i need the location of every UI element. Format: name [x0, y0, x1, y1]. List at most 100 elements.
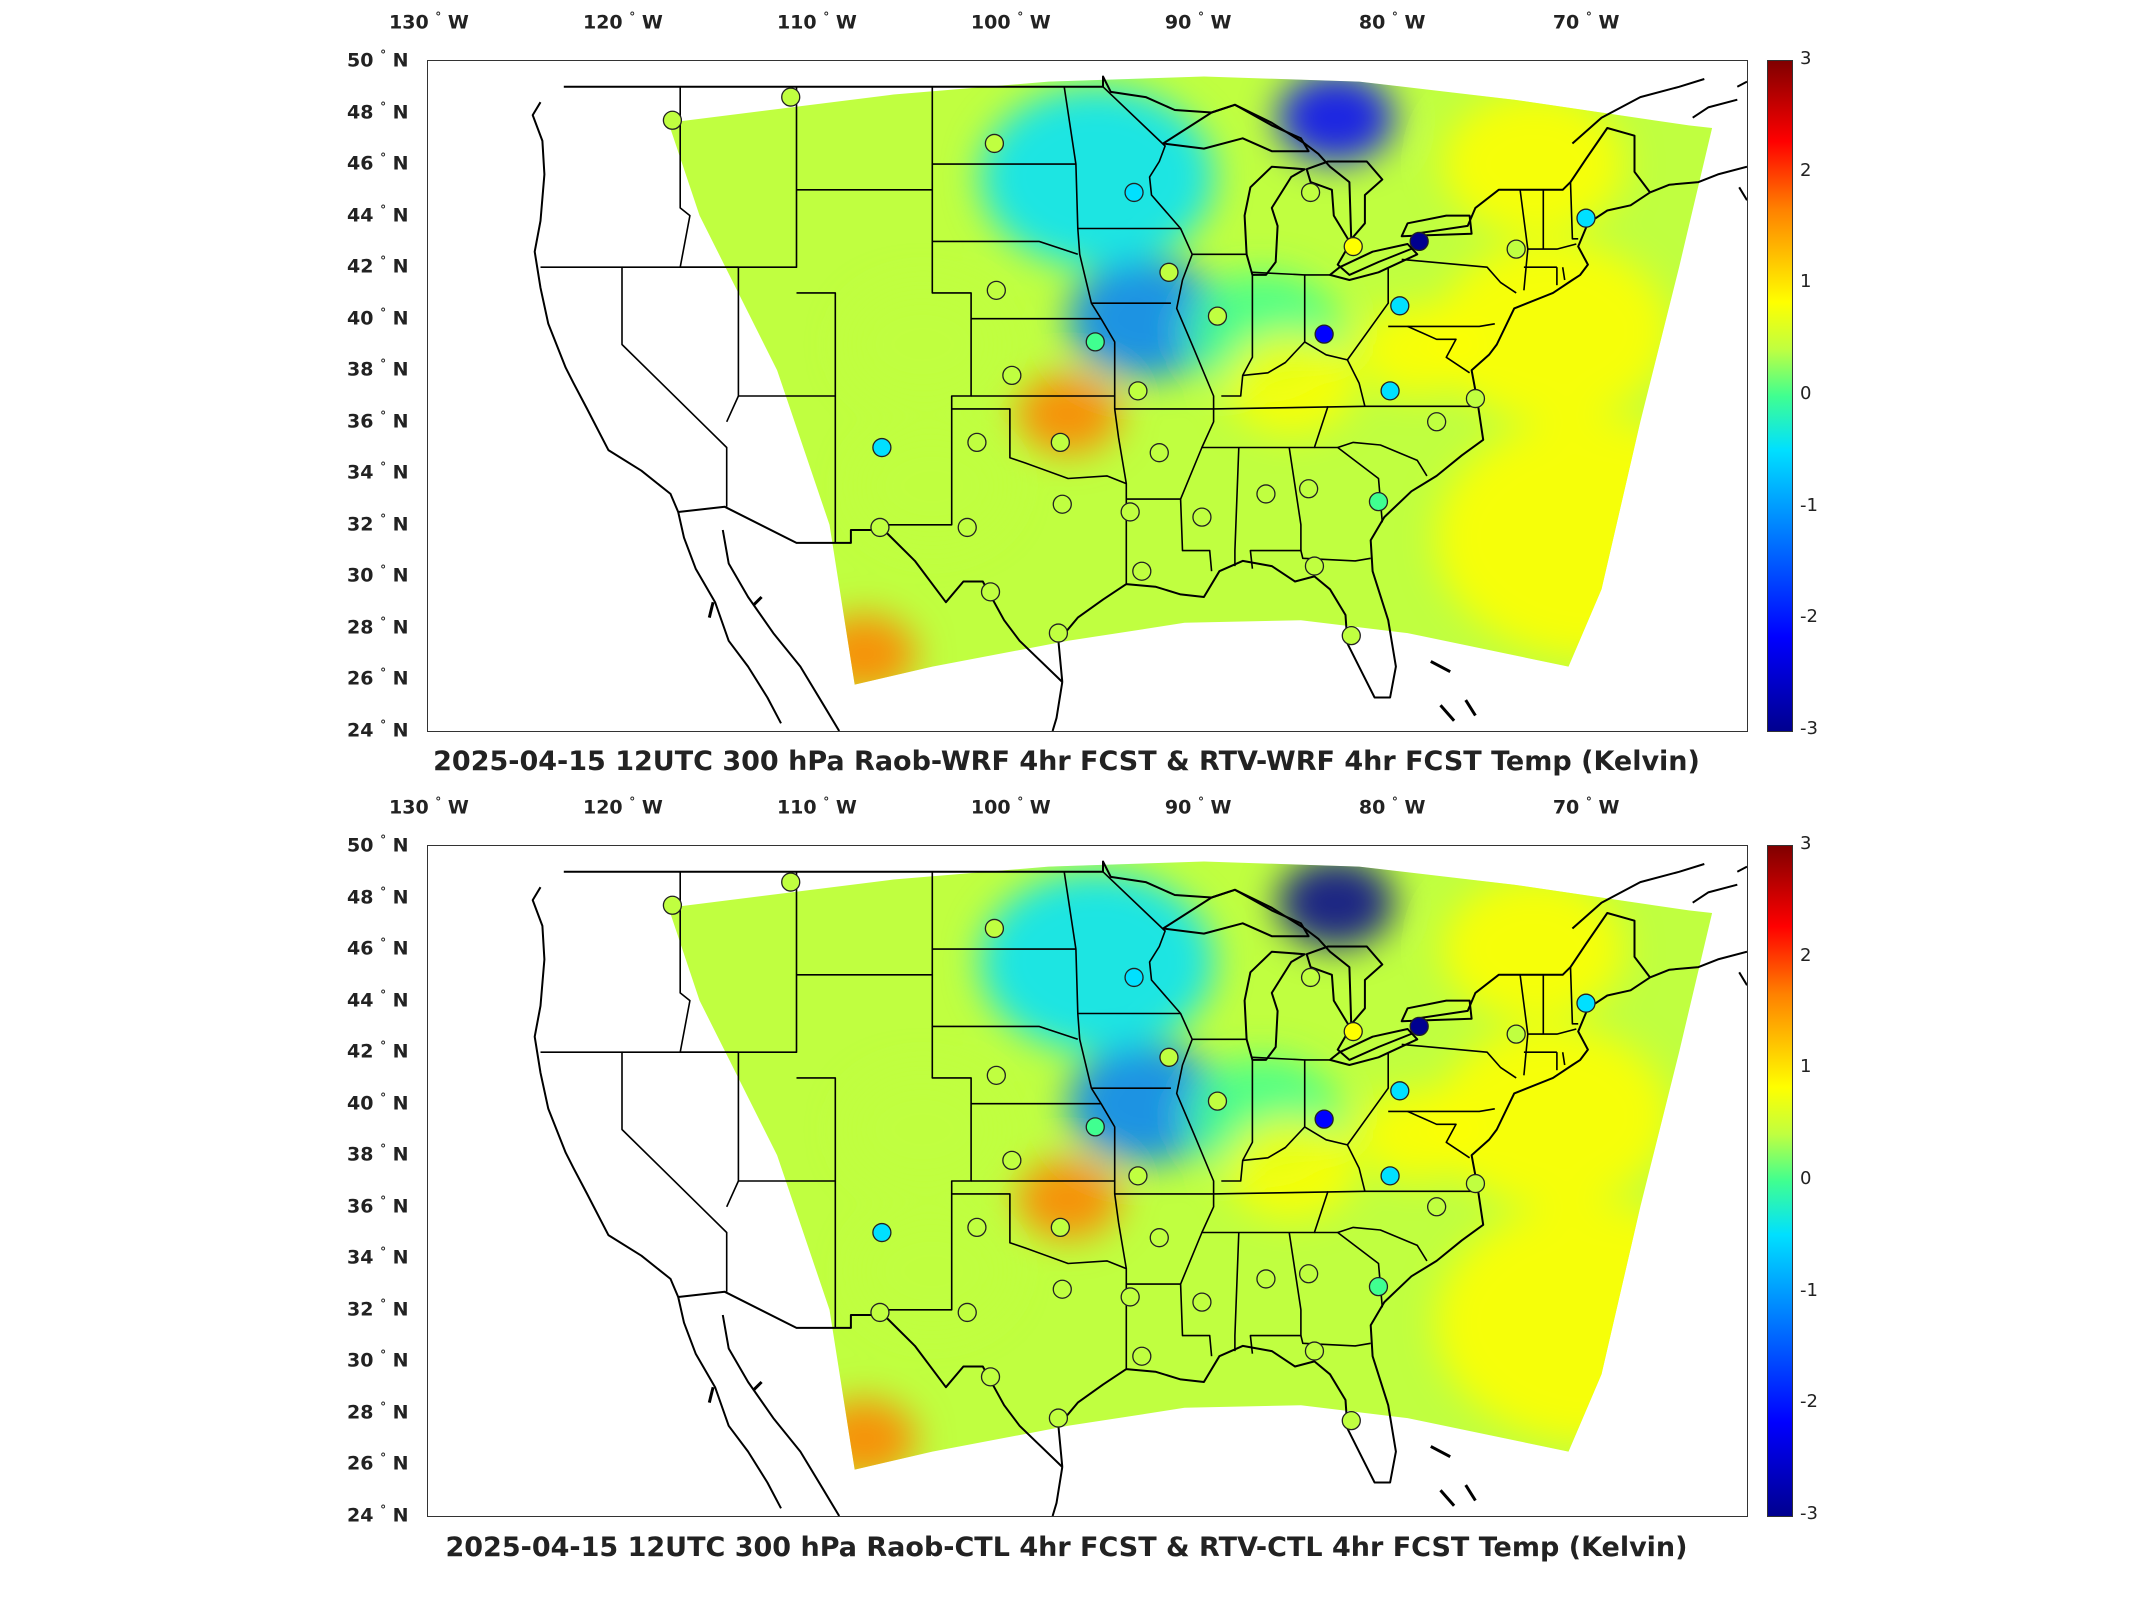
- longitude-label: 70 ° W: [1552, 10, 1620, 34]
- state-boundary: [1114, 1190, 1478, 1195]
- colorbar-tick-label: 1: [1800, 1056, 1812, 1078]
- anomaly-area: [854, 1211, 1011, 1332]
- raob-station-marker: [1002, 1150, 1022, 1171]
- state-boundary: [1346, 359, 1366, 407]
- lake-shore: [1305, 160, 1384, 243]
- raob-station-marker: [1192, 1292, 1212, 1312]
- state-boundary: [1561, 1052, 1566, 1066]
- latitude-label: 36 ° N: [347, 408, 409, 433]
- raob-station-marker: [1465, 1173, 1486, 1194]
- longitude-label: 80 ° W: [1358, 10, 1426, 34]
- state-boundary: [738, 292, 837, 397]
- latitude-label: 46 ° N: [347, 151, 409, 175]
- colorbar-tick-label: 0: [1800, 1168, 1812, 1189]
- lake-shore: [1400, 214, 1473, 238]
- latitude-label: 26 ° N: [347, 666, 409, 690]
- longitude-label: 100 ° W: [970, 10, 1051, 34]
- anomaly-area: [1442, 94, 1625, 235]
- raob-station-marker: [1256, 1269, 1276, 1289]
- raob-station-marker: [1426, 412, 1447, 432]
- raob-station-marker: [1304, 556, 1325, 576]
- anomaly-area: [1435, 1202, 1713, 1443]
- latitude-label: 32 ° N: [347, 1296, 409, 1321]
- latitude-label: 26 ° N: [347, 1451, 409, 1475]
- colorbar-tick-label: 0: [1800, 383, 1812, 404]
- raob-station-marker: [1314, 324, 1334, 344]
- anomaly-area: [1435, 417, 1713, 658]
- latitude-label: 30 ° N: [347, 1348, 409, 1372]
- raob-station-marker: [1506, 239, 1526, 259]
- raob-station-marker: [872, 1222, 892, 1243]
- longitude-label: 110 ° W: [776, 795, 857, 819]
- raob-station-marker: [781, 872, 801, 892]
- raob-station-marker: [967, 1217, 987, 1238]
- boundaries: [531, 860, 1747, 1516]
- coastline: [1736, 865, 1747, 873]
- state-boundary: [1249, 1232, 1302, 1354]
- raob-station-marker: [1085, 1117, 1105, 1137]
- raob-station-marker: [986, 1065, 1006, 1085]
- latitude-label: 38 ° N: [347, 357, 409, 381]
- raob-station-marker: [1124, 182, 1144, 203]
- state-boundary: [1201, 1191, 1329, 1234]
- coastline: [531, 886, 782, 1509]
- state-boundary: [1201, 406, 1329, 449]
- anomaly-area: [1016, 374, 1121, 455]
- raob-station-marker: [1050, 1217, 1070, 1238]
- raob-station-marker: [1149, 443, 1169, 463]
- island: [1464, 1484, 1477, 1502]
- state-boundary: [932, 1025, 1079, 1041]
- state-boundary: [1337, 441, 1428, 477]
- longitude-label: 80 ° W: [1358, 795, 1426, 819]
- raob-station-marker: [1380, 1166, 1400, 1186]
- raob-station-marker: [1132, 561, 1152, 581]
- coastline: [678, 505, 1063, 683]
- raob-station-marker: [1380, 381, 1400, 401]
- colorbar-tick-label: -3: [1800, 1503, 1818, 1524]
- longitude-label: 130 ° W: [389, 795, 469, 819]
- colorbar-tick-label: 1: [1800, 271, 1812, 293]
- anomaly-area: [812, 613, 917, 685]
- longitude-label: 130 ° W: [389, 10, 469, 34]
- lake-shore: [1243, 165, 1306, 276]
- raob-station-marker: [957, 517, 977, 538]
- temperature-difference-map: [531, 75, 1747, 731]
- raob-station-marker: [1207, 306, 1228, 326]
- raob-station-marker: [1300, 967, 1321, 988]
- raob-station-marker: [1368, 492, 1389, 512]
- raob-station-marker: [1085, 332, 1105, 352]
- raob-station-marker: [870, 1302, 890, 1323]
- island: [1439, 1489, 1456, 1507]
- coastline: [678, 1290, 1063, 1468]
- state-boundary: [1388, 323, 1495, 328]
- anomaly-area: [1436, 1026, 1671, 1207]
- state-boundary: [622, 266, 740, 423]
- colorbar-tick-label: 2: [1800, 944, 1812, 966]
- temperature-difference-map: [531, 860, 1747, 1516]
- panel-title: 2025-04-15 12UTC 300 hPa Raob-CTL 4hr FC…: [445, 1532, 1688, 1563]
- anomaly-area: [854, 426, 1011, 547]
- colorbar-tick-label: -1: [1800, 1279, 1818, 1301]
- longitude-label: 90 ° W: [1164, 10, 1232, 34]
- latitude-label: 30 ° N: [347, 563, 409, 587]
- raob-station-marker: [1159, 1047, 1179, 1067]
- raob-station-marker: [1341, 1411, 1361, 1431]
- island: [1430, 1445, 1451, 1459]
- raob-station-marker: [1343, 1021, 1363, 1042]
- state-boundary: [951, 1193, 1127, 1270]
- island: [1430, 660, 1451, 674]
- raob-station-marker: [1576, 208, 1596, 228]
- anomaly-area: [1016, 1159, 1121, 1240]
- anomaly-area: [844, 1069, 1001, 1190]
- coastline: [1057, 191, 1651, 699]
- state-boundary: [540, 266, 728, 507]
- colorbar: [1767, 845, 1793, 1517]
- latitude-label: 46 ° N: [347, 936, 409, 960]
- state-boundary: [1401, 1043, 1517, 1079]
- latitude-label: 36 ° N: [347, 1193, 409, 1218]
- raob-station-marker: [984, 133, 1005, 154]
- coastline: [1692, 98, 1738, 119]
- boundaries: [531, 75, 1747, 731]
- colorbar-tick-label: 3: [1800, 48, 1812, 69]
- latitude-label: 40 ° N: [347, 305, 409, 330]
